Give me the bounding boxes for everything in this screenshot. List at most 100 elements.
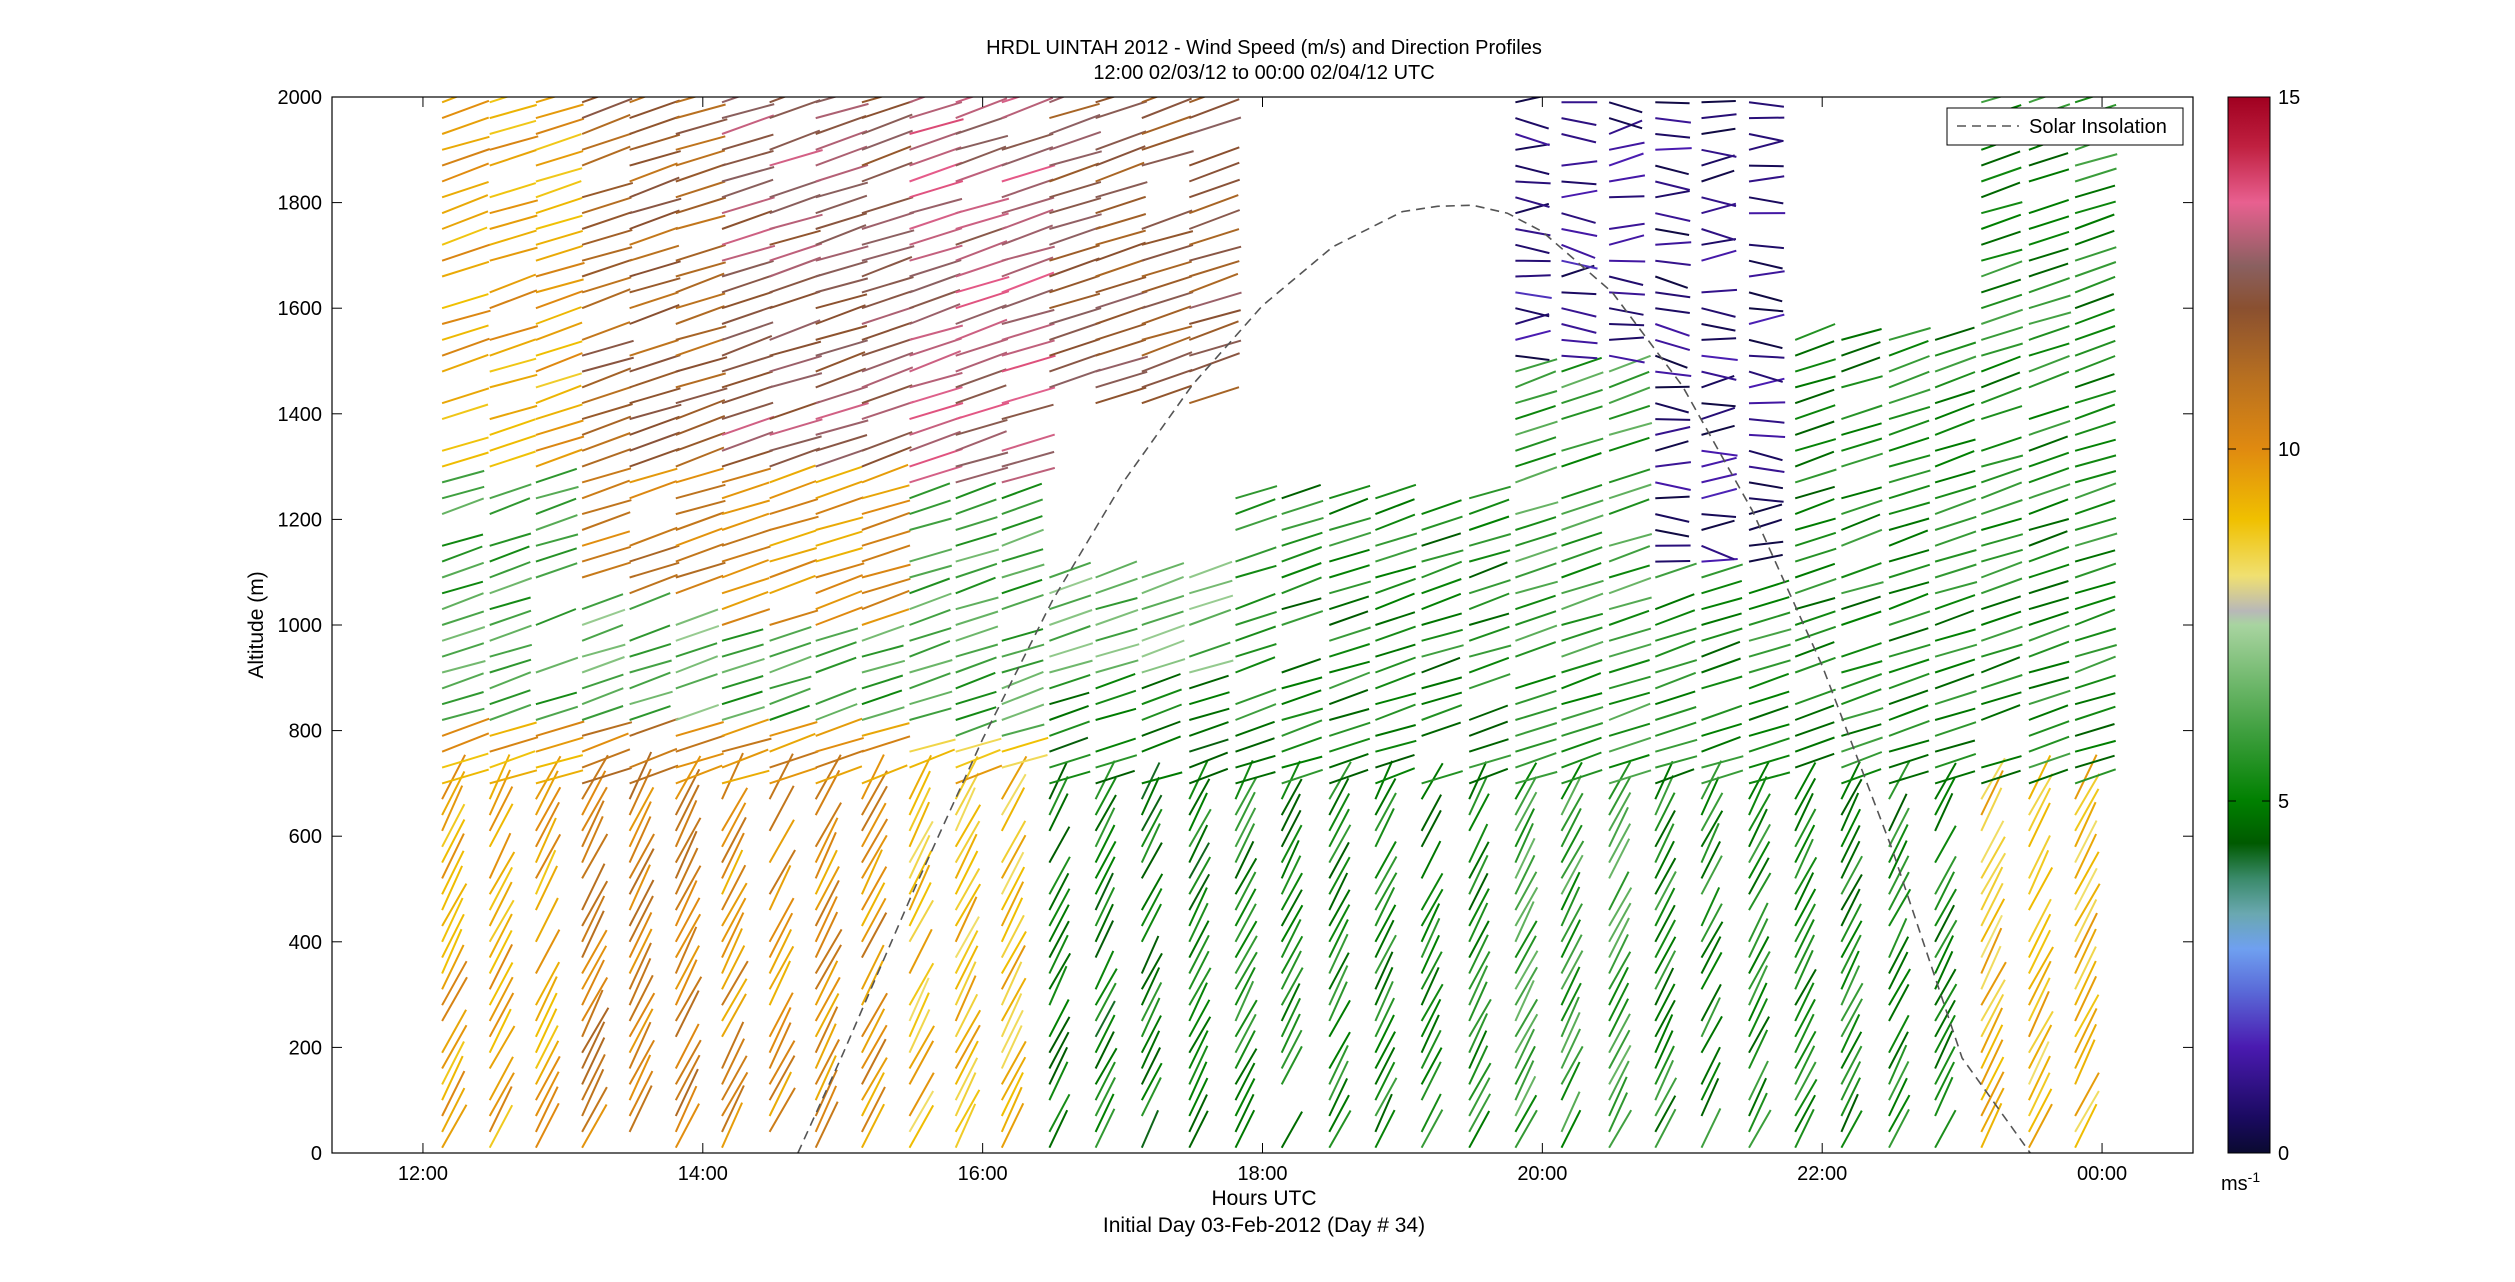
wind-barb	[489, 532, 532, 547]
wind-barb	[1000, 897, 1024, 943]
wind-barb	[2074, 674, 2116, 690]
wind-barb	[1514, 1094, 1538, 1133]
wind-barb	[1375, 547, 1418, 563]
wind-barb	[1794, 704, 1835, 721]
wind-barb	[2074, 1090, 2100, 1133]
wind-barb	[1515, 532, 1557, 547]
wind-barb	[814, 944, 842, 990]
wind-barb	[2074, 883, 2101, 927]
wind-barb	[721, 244, 776, 262]
wind-barb	[1375, 532, 1418, 547]
wind-barb	[769, 273, 821, 294]
wind-barb	[909, 289, 961, 310]
wind-barb	[1188, 842, 1210, 879]
wind-barb	[1094, 807, 1116, 848]
wind-barb	[1328, 904, 1351, 943]
wind-barb	[1748, 672, 1790, 690]
wind-barb	[1048, 920, 1070, 959]
wind-barb	[489, 149, 537, 167]
wind-barb	[1701, 657, 1741, 674]
wind-barb	[2074, 739, 2116, 753]
colorbar-tick-label: 15	[2278, 87, 2300, 109]
wind-barb	[489, 483, 532, 500]
wind-barb	[1888, 469, 1931, 484]
wind-barb	[441, 819, 466, 864]
wind-barb	[1888, 1031, 1909, 1069]
wind-barb	[909, 608, 951, 626]
wind-barb	[1841, 595, 1881, 611]
wind-barb	[2074, 692, 2116, 706]
wind-barb	[769, 229, 821, 246]
wind-barb	[1141, 243, 1194, 262]
wind-barb	[1281, 610, 1324, 626]
wind-barb	[675, 337, 725, 357]
wind-barb	[721, 512, 770, 531]
wind-barb	[1141, 688, 1182, 706]
wind-barb	[814, 1006, 839, 1054]
wind-barb	[488, 962, 514, 1006]
wind-barb	[441, 162, 490, 183]
wind-barb	[1794, 531, 1837, 547]
wind-barb	[441, 865, 464, 911]
wind-barb	[1280, 872, 1303, 911]
wind-barb	[535, 214, 583, 230]
legend-label-solar: Solar Insolation	[2029, 116, 2167, 138]
wind-barb	[1654, 1077, 1678, 1117]
wind-barb	[1141, 639, 1185, 658]
wind-barb	[1374, 792, 1397, 832]
wind-barb	[1655, 461, 1692, 468]
wind-barb	[1560, 982, 1582, 1022]
wind-barb	[581, 321, 631, 341]
wind-barb	[1934, 777, 1956, 816]
wind-barb	[1748, 370, 1783, 383]
wind-barb	[441, 592, 484, 611]
wind-barb	[2074, 627, 2117, 642]
wind-barb	[1141, 368, 1193, 389]
wind-barb	[954, 1009, 982, 1054]
wind-barb	[1188, 856, 1212, 895]
wind-barb	[441, 353, 489, 373]
wind-barb	[1049, 338, 1101, 357]
wind-barb	[1748, 518, 1783, 531]
wind-barb	[1235, 564, 1277, 579]
wind-barb	[1608, 769, 1652, 785]
wind-barb	[1468, 656, 1510, 674]
wind-barb	[908, 864, 931, 911]
wind-barb	[1049, 352, 1101, 373]
wind-barb	[861, 400, 915, 421]
wind-barb	[1515, 501, 1559, 516]
y-tick-label: 0	[311, 1143, 322, 1165]
wind-barb	[1888, 405, 1931, 421]
wind-barb	[1188, 738, 1229, 753]
wind-barb	[1980, 961, 2007, 1006]
wind-barb	[721, 274, 774, 294]
wind-barb	[1701, 169, 1735, 183]
wind-barb	[955, 706, 997, 721]
wind-barb	[2028, 168, 2070, 183]
wind-barb	[1888, 672, 1930, 690]
wind-barb	[815, 590, 863, 611]
wind-barb	[1234, 903, 1257, 943]
wind-barb	[721, 787, 749, 832]
wind-barb	[2074, 644, 2117, 658]
wind-barb	[581, 113, 631, 135]
wind-barb	[1794, 498, 1835, 516]
wind-barb	[1700, 792, 1724, 832]
wind-barb	[955, 351, 1008, 373]
wind-barb	[1701, 288, 1738, 294]
wind-barb	[1515, 466, 1558, 484]
wind-barb	[1049, 609, 1093, 626]
wind-barb	[1514, 1045, 1536, 1085]
wind-barb	[721, 290, 773, 310]
wind-barb	[441, 387, 490, 405]
wind-barb	[1748, 737, 1790, 753]
wind-barb	[909, 672, 951, 690]
wind-barb	[768, 912, 794, 959]
wind-barb	[2028, 689, 2071, 706]
wind-barb	[1141, 384, 1193, 405]
wind-barb	[675, 499, 726, 516]
wind-barb	[814, 1069, 838, 1117]
wind-barb	[1375, 753, 1415, 769]
wind-barb	[1328, 721, 1371, 737]
wind-barb	[675, 163, 727, 183]
